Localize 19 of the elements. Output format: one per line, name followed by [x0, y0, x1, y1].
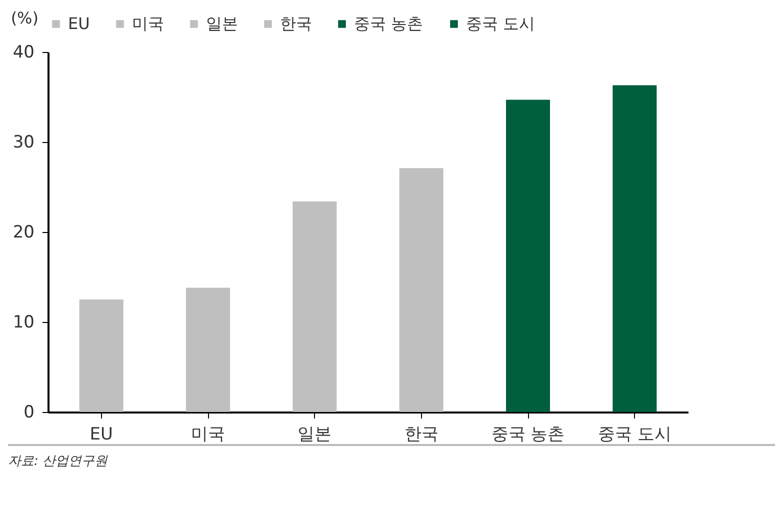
legend-label: 중국 농촌: [354, 14, 424, 33]
y-tick-label: 30: [12, 132, 34, 152]
x-tick-label: 중국 도시: [598, 424, 672, 444]
x-tick-label: 미국: [191, 424, 225, 444]
y-tick-label: 40: [12, 42, 34, 62]
x-tick-label: 중국 농촌: [491, 424, 565, 444]
y-tick-label: 20: [12, 222, 34, 242]
y-tick-label: 0: [24, 402, 34, 422]
text: 자료: 산업연구원: [8, 453, 109, 470]
y-axis-title: (%): [10, 8, 38, 28]
legend-label: 일본: [206, 14, 238, 33]
legend-label: 한국: [280, 14, 312, 33]
x-tick-label: EU: [90, 424, 113, 444]
legend-label: 중국 도시: [466, 14, 536, 33]
x-tick-label: 일본: [298, 424, 332, 444]
legend-label: EU: [68, 14, 90, 33]
y-tick-label: 10: [12, 312, 34, 332]
legend-label: 미국: [132, 14, 164, 33]
x-tick-label: 한국: [404, 424, 438, 444]
